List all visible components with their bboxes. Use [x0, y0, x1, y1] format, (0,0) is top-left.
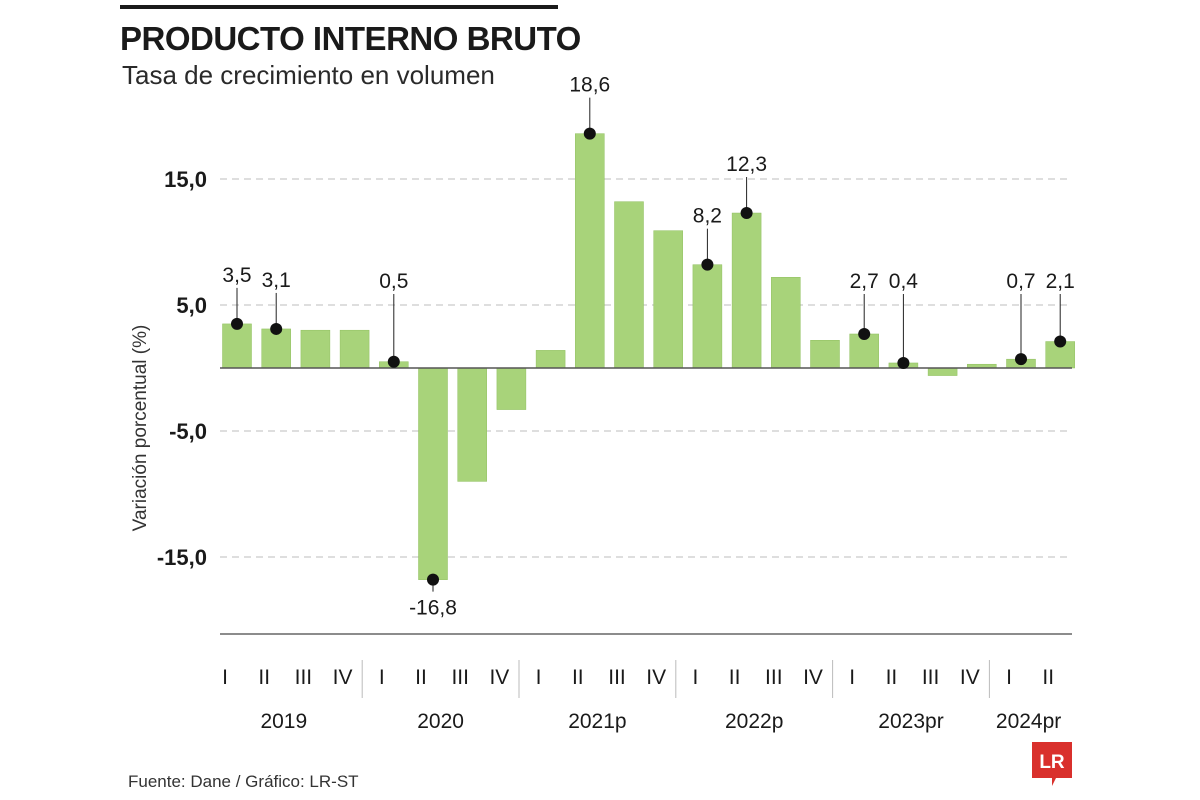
x-tick-label: I	[692, 666, 698, 689]
year-label: 2020	[417, 710, 464, 733]
y-tick-label: -5,0	[169, 419, 207, 444]
data-label: 0,7	[1006, 270, 1035, 293]
data-label: 18,6	[569, 74, 610, 97]
bar	[731, 212, 762, 369]
data-point-marker	[897, 356, 910, 369]
page-title: PRODUCTO INTERNO BRUTO	[120, 20, 581, 57]
bar	[300, 329, 331, 369]
y-tick-label: 15,0	[164, 167, 207, 192]
page-subtitle: Tasa de crecimiento en volumen	[122, 60, 495, 90]
data-label: 3,5	[222, 264, 251, 287]
x-tick-label: III	[295, 666, 313, 689]
source-note: Fuente: Dane / Gráfico: LR-ST	[128, 772, 359, 791]
lr-logo-badge	[1032, 742, 1072, 786]
year-label: 2023pr	[878, 710, 943, 733]
bar	[261, 328, 291, 369]
year-label: 2022p	[725, 710, 783, 733]
x-tick-label: II	[572, 666, 584, 689]
data-label: 2,7	[850, 270, 879, 293]
bar	[692, 264, 723, 369]
y-tick-label: -15,0	[157, 545, 207, 570]
x-tick-label: IV	[803, 666, 823, 689]
data-label: -16,8	[409, 597, 457, 620]
bar	[653, 230, 683, 369]
bar	[771, 277, 801, 369]
data-label: 2,1	[1046, 270, 1075, 293]
year-label: 2019	[260, 710, 307, 733]
x-tick-label: II	[1042, 666, 1054, 689]
data-point-marker	[427, 573, 439, 586]
bar	[927, 367, 958, 376]
y-tick-label: 5,0	[176, 293, 207, 318]
x-tick-label: I	[379, 666, 385, 689]
data-label: 12,3	[726, 153, 767, 176]
year-label: 2024pr	[996, 710, 1061, 733]
bar	[810, 340, 840, 369]
data-point-marker	[270, 322, 283, 335]
x-tick-label: I	[1006, 666, 1012, 689]
year-label: 2021p	[568, 710, 626, 733]
x-tick-label: IV	[489, 666, 509, 689]
x-tick-label: I	[849, 666, 855, 689]
x-tick-label: IV	[333, 666, 353, 689]
bar	[457, 367, 487, 482]
x-tick-label: III	[922, 666, 940, 689]
bar	[339, 329, 370, 369]
bar	[418, 367, 448, 580]
x-tick-label: II	[415, 666, 427, 689]
data-label: 0,4	[889, 270, 919, 293]
data-label: 3,1	[262, 269, 291, 292]
data-point-marker	[701, 258, 714, 271]
bar	[496, 367, 527, 410]
data-point-marker	[1054, 335, 1067, 348]
lr-logo-text: LR	[1039, 752, 1065, 773]
x-tick-label: III	[765, 666, 783, 689]
x-tick-label: II	[886, 666, 898, 689]
title-rule	[120, 5, 558, 9]
data-label: 8,2	[693, 205, 722, 228]
data-point-marker	[231, 317, 243, 330]
lr-logo: LR	[1032, 742, 1072, 786]
data-point-marker	[1015, 353, 1027, 366]
bar	[614, 201, 644, 369]
x-tick-label: III	[451, 666, 469, 689]
data-point-marker	[387, 355, 400, 368]
x-tick-label: IV	[960, 666, 980, 689]
x-tick-label: I	[536, 666, 542, 689]
bar	[535, 350, 566, 369]
x-tick-label: IV	[646, 666, 666, 689]
x-tick-label: I	[222, 666, 228, 689]
data-point-marker	[583, 127, 596, 140]
data-label: 0,5	[379, 270, 408, 293]
bar	[222, 323, 252, 369]
x-tick-label: II	[729, 666, 741, 689]
x-tick-label: II	[258, 666, 270, 689]
data-point-marker	[740, 207, 753, 220]
data-point-marker	[858, 327, 871, 340]
y-axis-title: Variación porcentual (%)	[130, 325, 151, 532]
bar	[575, 133, 605, 369]
x-tick-label: III	[608, 666, 626, 689]
